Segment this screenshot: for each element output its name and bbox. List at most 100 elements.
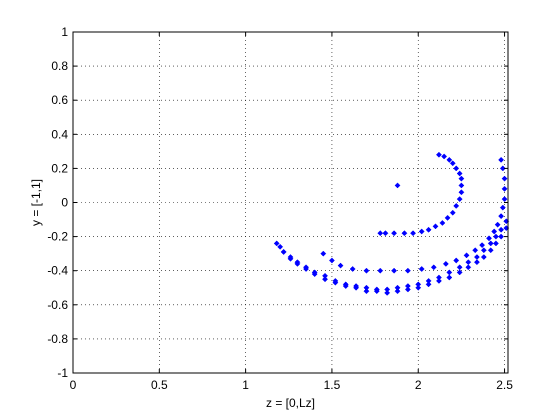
data-point <box>430 264 437 271</box>
data-point <box>473 259 480 266</box>
data-point <box>277 243 284 250</box>
data-point <box>373 288 380 295</box>
data-point <box>332 279 339 286</box>
data-point <box>501 185 508 192</box>
data-point <box>382 230 389 237</box>
data-point <box>294 260 301 267</box>
data-point <box>363 288 370 295</box>
data-point <box>486 235 492 242</box>
x-tick-label: 1.5 <box>324 378 341 392</box>
data-point <box>446 156 453 163</box>
y-tick-label: 0.6 <box>51 93 68 107</box>
series-2 <box>320 156 508 274</box>
data-point <box>458 182 465 189</box>
data-point <box>273 240 280 247</box>
data-point <box>377 230 384 237</box>
y-tick-label: -0.6 <box>47 298 68 312</box>
data-point <box>418 228 425 235</box>
data-point <box>435 277 442 284</box>
data-point <box>498 213 505 220</box>
y-tick-label: -0.8 <box>47 332 68 346</box>
data-point <box>480 247 487 254</box>
data-point <box>311 271 318 278</box>
data-point <box>363 267 370 274</box>
series-1 <box>394 182 401 189</box>
data-point <box>394 182 401 189</box>
x-tick-label: 0 <box>70 378 77 392</box>
data-point <box>442 260 449 267</box>
data-point <box>377 267 384 274</box>
data-point <box>465 264 472 271</box>
data-point <box>280 248 287 255</box>
data-point <box>453 165 460 172</box>
data-point <box>328 257 335 264</box>
data-point <box>458 175 465 182</box>
data-point <box>342 283 349 289</box>
data-point <box>391 230 398 237</box>
data-point <box>499 204 506 211</box>
data-point <box>453 257 460 264</box>
y-tick-label: -0.4 <box>47 264 68 278</box>
data-point <box>287 255 294 262</box>
data-point <box>491 228 498 235</box>
data-point <box>456 269 463 276</box>
data-point <box>498 226 505 233</box>
data-point <box>492 233 499 240</box>
y-tick-label: 0.8 <box>51 59 68 73</box>
data-point <box>394 288 401 295</box>
data-point <box>446 274 453 281</box>
x-tick-label: 0.5 <box>151 378 168 392</box>
y-tick-label: -1 <box>57 366 68 380</box>
data-point <box>444 214 451 221</box>
data-point <box>479 242 486 249</box>
data-point <box>480 254 487 261</box>
data-point <box>463 252 470 259</box>
x-tick-label: 1 <box>242 378 249 392</box>
y-tick-label: -0.2 <box>47 230 68 244</box>
data-point <box>303 266 309 272</box>
y-axis-label: y = [-1,1] <box>29 179 43 226</box>
data-point <box>337 262 344 269</box>
data-point <box>487 240 494 247</box>
data-point <box>432 223 439 230</box>
data-point <box>425 226 432 233</box>
data-point <box>498 156 505 163</box>
y-tick-label: 0.4 <box>51 127 68 141</box>
data-point <box>456 196 463 203</box>
data-point <box>453 202 460 209</box>
data-point <box>320 250 327 257</box>
data-point <box>499 165 506 172</box>
data-point <box>425 281 432 288</box>
data-point <box>401 230 408 237</box>
data-point <box>353 284 360 291</box>
data-point <box>439 220 446 226</box>
data-point <box>449 160 456 167</box>
data-point <box>322 276 328 283</box>
series-0 <box>377 151 465 237</box>
data-point <box>487 247 494 254</box>
data-point <box>404 267 411 274</box>
x-axis-label: z = [0,Lz] <box>266 396 315 410</box>
y-tick-label: 1 <box>61 25 68 39</box>
data-point <box>349 266 356 272</box>
data-point <box>472 247 479 254</box>
y-tick-label: 0.2 <box>51 161 68 175</box>
data-point <box>494 221 501 228</box>
grid <box>73 32 508 373</box>
data-point <box>391 267 398 274</box>
data-point <box>404 286 411 293</box>
axis-ticks <box>72 31 508 374</box>
data-point <box>410 230 417 237</box>
y-tick-label: 0 <box>61 196 68 210</box>
series-4 <box>273 225 510 296</box>
x-tick-label: 2.5 <box>496 378 513 392</box>
data-point <box>498 233 505 240</box>
data-point <box>501 196 508 203</box>
data-point <box>441 153 448 160</box>
data-point <box>492 240 499 247</box>
data-point <box>458 189 465 196</box>
data-point <box>501 175 508 182</box>
data-point <box>456 170 463 177</box>
